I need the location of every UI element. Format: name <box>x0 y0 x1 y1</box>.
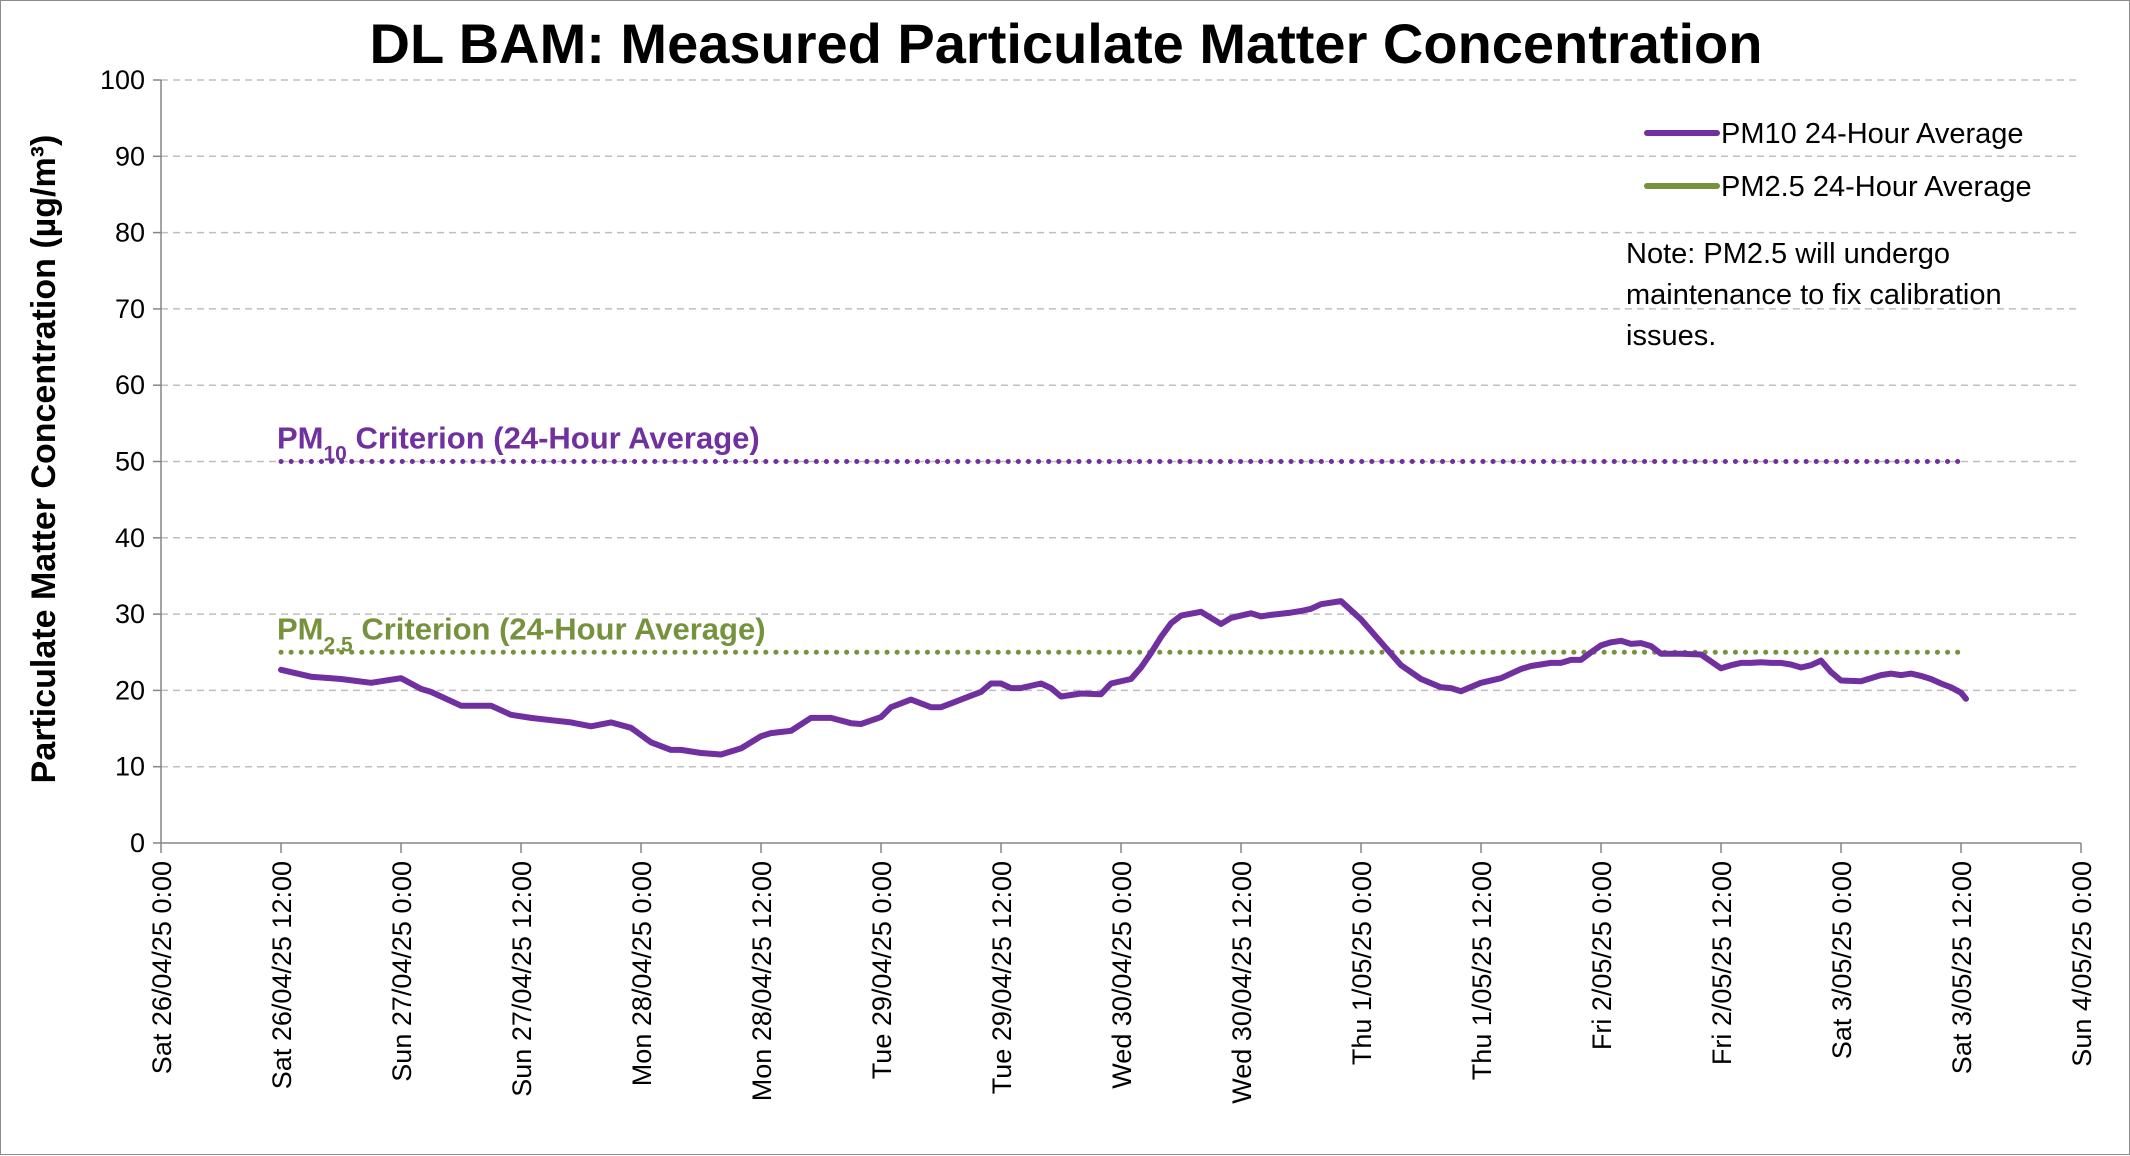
x-tick-label: Mon 28/04/25 0:00 <box>627 861 657 1086</box>
x-tick-label: Sun 27/04/25 0:00 <box>387 861 417 1082</box>
x-tick-label: Fri 2/05/25 12:00 <box>1707 861 1737 1065</box>
series-lines <box>278 598 1969 758</box>
x-tick-label: Tue 29/04/25 12:00 <box>987 861 1017 1094</box>
y-tick-label: 30 <box>115 599 145 629</box>
legend: PM10 24-Hour Average PM2.5 24-Hour Averag… <box>1644 118 2032 203</box>
x-tick-label: Wed 30/04/25 12:00 <box>1227 861 1257 1104</box>
note-line: Note: PM2.5 will undergo <box>1626 238 1950 270</box>
y-tick-label: 40 <box>115 523 145 553</box>
x-tick-label: Thu 1/05/25 0:00 <box>1347 861 1377 1065</box>
axes <box>153 79 2082 853</box>
note-line: issues. <box>1626 320 1716 352</box>
note-line: maintenance to fix calibration <box>1626 279 2002 311</box>
x-tick-label: Sat 26/04/25 12:00 <box>267 861 297 1089</box>
x-tick-label: Sat 3/05/25 0:00 <box>1827 861 1857 1059</box>
criterion-lines: PM10 Criterion (24-Hour Average) PM2.5 Cr… <box>277 421 1964 656</box>
criterion-label: PM10 Criterion (24-Hour Average) <box>277 421 760 466</box>
x-tick-label: Sat 26/04/25 0:00 <box>147 861 177 1074</box>
legend-label: PM10 24-Hour Average <box>1721 118 2024 150</box>
y-tick-label: 100 <box>100 65 145 95</box>
y-tick-label: 10 <box>115 752 145 782</box>
x-tick-label: Sun 4/05/25 0:00 <box>2067 861 2097 1067</box>
y-tick-label: 80 <box>115 218 145 248</box>
gridlines <box>161 79 2081 768</box>
y-tick-label: 60 <box>115 370 145 400</box>
y-tick-labels: 0 10 20 30 40 50 60 70 80 90 100 <box>100 65 145 858</box>
y-tick-label: 70 <box>115 294 145 324</box>
x-tick-label: Tue 29/04/25 0:00 <box>867 861 897 1079</box>
y-axis-label: Particulate Matter Concentration (µg/m³) <box>25 135 63 784</box>
criterion-label: PM2.5 Criterion (24-Hour Average) <box>277 611 766 656</box>
x-tick-labels: Sat 26/04/25 0:00 Sat 26/04/25 12:00 Sun 2… <box>147 861 2097 1104</box>
chart-title: DL BAM: Measured Particulate Matter Conc… <box>370 12 1763 75</box>
y-tick-label: 90 <box>115 141 145 171</box>
y-tick-label: 0 <box>130 828 145 858</box>
x-tick-label: Mon 28/04/25 12:00 <box>747 861 777 1101</box>
series-line <box>278 598 1969 758</box>
y-tick-label: 50 <box>115 447 145 477</box>
x-tick-label: Wed 30/04/25 0:00 <box>1107 861 1137 1089</box>
x-tick-label: Fri 2/05/25 0:00 <box>1587 861 1617 1050</box>
y-tick-label: 20 <box>115 675 145 705</box>
note: Note: PM2.5 will undergo maintenance to f… <box>1626 238 2002 352</box>
legend-label: PM2.5 24-Hour Average <box>1721 171 2032 203</box>
x-tick-label: Sun 27/04/25 12:00 <box>507 861 537 1097</box>
x-tick-label: Thu 1/05/25 12:00 <box>1467 861 1497 1080</box>
x-tick-label: Sat 3/05/25 12:00 <box>1947 861 1977 1074</box>
